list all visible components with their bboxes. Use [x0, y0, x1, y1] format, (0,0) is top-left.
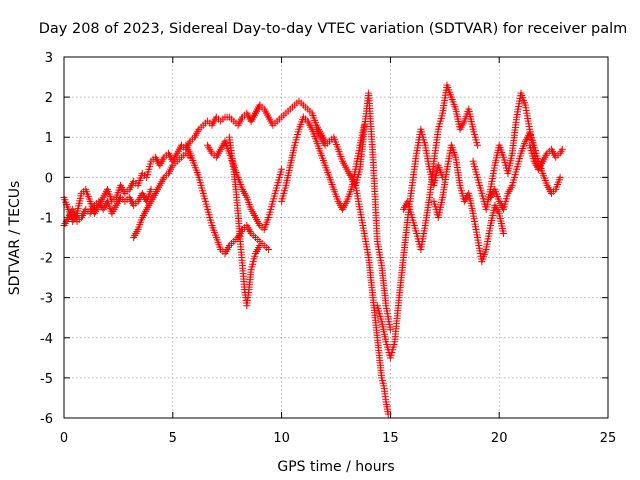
- data-point: [256, 242, 264, 250]
- y-tick-label: -4: [40, 332, 53, 347]
- y-tick-label: -1: [40, 211, 53, 226]
- x-tick-label: 5: [169, 431, 177, 446]
- grid: [64, 57, 608, 418]
- data-point: [473, 141, 481, 149]
- data-point: [147, 185, 155, 193]
- data-point: [265, 246, 273, 254]
- y-tick-label: 2: [45, 91, 53, 106]
- chart-title: Day 208 of 2023, Sidereal Day-to-day VTE…: [39, 21, 628, 37]
- y-tick-label: -6: [40, 412, 53, 427]
- y-tick-label: -5: [40, 372, 53, 387]
- data-point: [386, 326, 394, 334]
- plot-frame: [63, 56, 609, 419]
- data-point: [558, 145, 566, 153]
- x-tick-label: 10: [273, 431, 290, 446]
- x-axis-label: GPS time / hours: [277, 459, 394, 475]
- data-point: [556, 173, 564, 181]
- y-tick-label: -2: [40, 252, 53, 267]
- data-point: [278, 165, 286, 173]
- y-tick-label: 0: [45, 171, 53, 186]
- x-tick-label: 15: [382, 431, 399, 446]
- y-tick-label: 1: [45, 131, 53, 146]
- x-axis: 0 5 10 15 20 25: [60, 57, 616, 446]
- x-tick-label: 20: [491, 431, 508, 446]
- y-axis-label: SDTVAR / TECUs: [7, 181, 23, 296]
- y-tick-label: -3: [40, 292, 53, 307]
- data-point: [500, 229, 508, 237]
- y-tick-label: 3: [45, 51, 53, 66]
- x-tick-label: 0: [60, 431, 68, 446]
- data-points: [60, 81, 566, 418]
- x-tick-label: 25: [600, 431, 617, 446]
- data-point: [384, 410, 392, 418]
